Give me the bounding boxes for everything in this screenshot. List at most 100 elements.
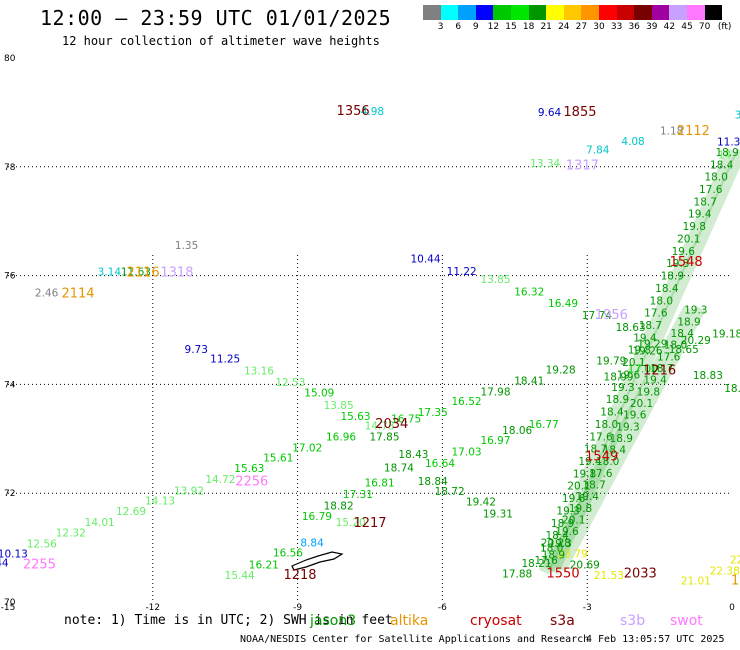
wave-height-label: 12.53 (275, 377, 305, 389)
legend-label: 18 (522, 22, 535, 32)
track-reading: 19.3 (666, 258, 689, 270)
wave-height-label: 21.53 (594, 570, 624, 582)
wave-height-label: 16.77 (529, 419, 559, 431)
track-band (548, 148, 740, 575)
track-reading: 18.4 (655, 283, 679, 295)
wave-height-label: 15.63 (340, 411, 370, 423)
wave-height-label: 18.43 (398, 449, 428, 461)
wave-height-label: 11.63 (121, 267, 151, 279)
legend-swatch (458, 5, 476, 20)
track-reading: 17.6 (589, 468, 613, 480)
jan-mayen-island (291, 551, 344, 571)
legend-swatch (669, 5, 687, 20)
legend-swatch (528, 5, 547, 20)
wave-height-label: 9.64 (538, 107, 562, 119)
wave-height-label: 19.18 (712, 329, 740, 341)
wave-height-label: 10.44 (0, 558, 9, 570)
track-reading: 19.8 (628, 345, 651, 357)
track-reading: 17.6 (534, 555, 558, 567)
wave-height-label: 18.63 (616, 322, 646, 334)
wave-height-label: 11.38 (717, 137, 740, 149)
wave-height-label: 15.44 (225, 570, 255, 582)
track-reading: 18.4 (545, 530, 569, 542)
satellite-key-item: altika (390, 613, 429, 629)
y-tick-label: 72 (4, 489, 15, 499)
grid-lines (8, 166, 732, 602)
track-reading: 18.9 (715, 147, 738, 159)
track-reading: 17.6 (699, 184, 723, 196)
wave-height-label: 17.98 (480, 386, 510, 398)
note-text: note: 1) Time is in UTC; 2) SWH is in fe… (64, 613, 393, 628)
wave-height-label: 18.74 (384, 462, 414, 474)
y-tick-label: 74 (4, 380, 16, 390)
track-reading: 18.9 (677, 316, 700, 328)
legend-label: 30 (593, 22, 605, 32)
legend-label: 24 (558, 22, 570, 32)
legend-swatch (704, 5, 723, 20)
track-reading: 19.8 (569, 503, 592, 515)
wave-height-label: 16.79 (302, 511, 332, 523)
y-tick-label: 70 (4, 598, 16, 608)
wave-height-label: 20.69 (570, 559, 600, 571)
wave-height-label: 14.13 (145, 496, 175, 508)
page-title: 12:00 – 23:59 UTC 01/01/2025 (40, 6, 392, 30)
pass-label: 1318 (160, 266, 193, 281)
satellite-key-item: s3b (620, 613, 646, 629)
wave-height-label: 4.08 (621, 136, 644, 148)
wave-height-label: 13.85 (324, 400, 354, 412)
pass-label: 2116 (127, 266, 160, 281)
wave-height-label: 14.01 (85, 517, 115, 529)
wave-height-label: 4.98 (361, 106, 384, 118)
wave-height-label: 16.52 (452, 396, 482, 408)
wave-height-label: 19.28 (546, 365, 576, 377)
satellite-key-item: jason3 (310, 613, 357, 629)
x-tick-label: -6 (438, 603, 447, 613)
satellite-tracks (538, 148, 740, 575)
wave-height-label: 13.92 (174, 485, 204, 497)
pass-label: 1956 (595, 308, 628, 323)
wave-height-label: 11.25 (210, 354, 240, 366)
wave-height-label: 10.13 (0, 548, 28, 560)
wave-height-label: 12.69 (116, 506, 146, 518)
wave-height-label: 13.85 (480, 274, 510, 286)
wave-height-label: 17.03 (452, 447, 482, 459)
wave-height-label: 2.46 (35, 287, 59, 299)
track-reading: 18.7 (650, 363, 673, 375)
wave-height-label: 22.7 (730, 554, 740, 566)
wave-height-label: 11.22 (447, 266, 477, 278)
track-reading: 18.7 (584, 444, 607, 456)
wave-height-label: 14 (718, 150, 732, 162)
track-reading: 19.6 (562, 493, 586, 505)
wave-height-label: 19.29 (637, 338, 667, 350)
track-reading: 18.0 (540, 543, 563, 555)
satellite-key-item: cryosat (470, 613, 522, 629)
legend-label: 6 (455, 22, 462, 32)
credit-text: NOAA/NESDIS Center for Satellite Applica… (240, 634, 590, 645)
track-reading: 18.9 (610, 433, 633, 445)
track-reading: 18.4 (603, 445, 627, 457)
wave-height-label: 19.31 (483, 509, 513, 521)
wave-height-label: 17.31 (343, 489, 373, 501)
track-reading: 18.4 (710, 159, 734, 171)
track-reading: 18.7 (694, 196, 717, 208)
wave-height-label: 8.84 (300, 538, 324, 550)
legend-label: 21 (540, 22, 552, 32)
wave-height-label: 18.21 (521, 558, 551, 570)
satellite-key-item: s3a (550, 613, 575, 629)
track-reading: 20.1 (677, 233, 700, 245)
track-reading: 19.8 (637, 386, 660, 398)
wave-height-label: 16.75 (391, 413, 421, 425)
wave-height-label: 17.02 (292, 442, 322, 454)
x-tick-label: 0 (729, 603, 735, 613)
track-reading: 19.8 (573, 468, 596, 480)
pass-labels: 1356 1855 2112 1317 2116 1318 2114 1548 1956 1216… (23, 104, 740, 588)
track-reading: 19.6 (617, 369, 641, 381)
wave-height-label: 1.35 (175, 240, 198, 252)
wave-height-label: 19.42 (466, 497, 496, 509)
page-subtitle: 12 hour collection of altimeter wave hei… (62, 34, 380, 48)
pass-label: 19 (731, 574, 740, 589)
track-band (555, 305, 706, 572)
x-tick-label: -12 (145, 603, 160, 613)
pass-label: 2034 (375, 417, 408, 432)
